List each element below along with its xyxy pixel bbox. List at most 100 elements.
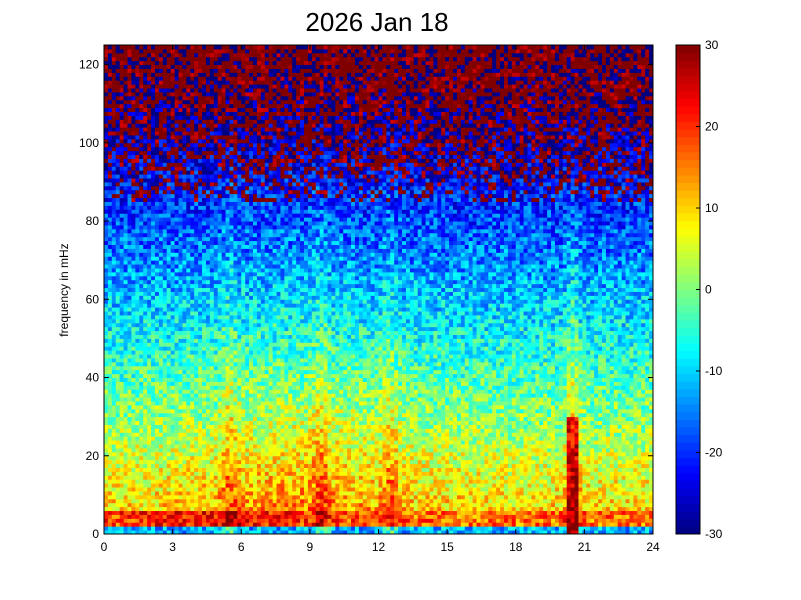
- heatmap-cell: [170, 287, 176, 292]
- heatmap-cell: [190, 330, 195, 335]
- heatmap-cell: [233, 131, 238, 136]
- heatmap-cell: [123, 369, 129, 375]
- heatmap-cell: [256, 283, 262, 289]
- heatmap-cell: [194, 213, 199, 218]
- heatmap-cell: [194, 275, 199, 281]
- heatmap-cell: [229, 232, 234, 238]
- heatmap-cell: [139, 84, 144, 89]
- heatmap-cell: [186, 373, 191, 379]
- heatmap-cell: [182, 256, 187, 261]
- heatmap-cell: [131, 228, 136, 234]
- heatmap-cell: [170, 123, 176, 128]
- heatmap-cell: [107, 322, 113, 328]
- heatmap-cell: [143, 248, 148, 253]
- heatmap-cell: [213, 436, 219, 441]
- heatmap-cell: [135, 174, 140, 179]
- heatmap-cell: [107, 291, 113, 296]
- heatmap-cell: [123, 389, 129, 394]
- heatmap-cell: [174, 150, 180, 156]
- heatmap-cell: [225, 256, 230, 261]
- heatmap-cell: [182, 471, 187, 476]
- heatmap-cell: [194, 103, 199, 109]
- heatmap-cell: [166, 385, 172, 390]
- heatmap-cell: [107, 408, 113, 414]
- heatmap-cell: [209, 52, 215, 58]
- heatmap-cell: [166, 232, 172, 238]
- heatmap-cell: [186, 275, 191, 281]
- heatmap-cell: [190, 287, 195, 292]
- heatmap-cell: [143, 526, 148, 531]
- heatmap-cell: [111, 256, 117, 261]
- heatmap-cell: [174, 221, 180, 226]
- heatmap-cell: [198, 361, 203, 367]
- heatmap-cell: [127, 428, 132, 433]
- heatmap-cell: [111, 174, 117, 179]
- heatmap-cell: [241, 428, 246, 433]
- heatmap-cell: [241, 490, 246, 496]
- heatmap-cell: [166, 138, 172, 144]
- heatmap-cell: [178, 530, 183, 535]
- heatmap-cell: [115, 510, 121, 515]
- heatmap-cell: [237, 193, 242, 199]
- heatmap-cell: [139, 432, 144, 437]
- heatmap-cell: [135, 103, 140, 109]
- heatmap-cell: [131, 119, 136, 124]
- heatmap-cell: [104, 408, 109, 414]
- heatmap-cell: [205, 463, 211, 468]
- heatmap-cell: [182, 201, 187, 206]
- heatmap-cell: [162, 185, 168, 191]
- heatmap-cell: [245, 60, 250, 66]
- heatmap-cell: [198, 209, 203, 214]
- heatmap-cell: [186, 498, 191, 504]
- heatmap-cell: [182, 334, 187, 339]
- heatmap-cell: [253, 463, 258, 468]
- heatmap-cell: [119, 311, 125, 316]
- heatmap-cell: [256, 197, 262, 202]
- heatmap-cell: [166, 244, 172, 249]
- heatmap-cell: [249, 91, 254, 97]
- heatmap-cell: [143, 416, 148, 422]
- heatmap-cell: [170, 68, 176, 73]
- heatmap-cell: [202, 72, 207, 77]
- heatmap-cell: [221, 467, 227, 472]
- heatmap-cell: [143, 279, 148, 285]
- heatmap-cell: [190, 45, 195, 50]
- heatmap-cell: [202, 48, 207, 54]
- heatmap-cell: [190, 252, 195, 257]
- heatmap-cell: [158, 248, 164, 253]
- heatmap-cell: [162, 221, 168, 226]
- heatmap-cell: [107, 119, 113, 124]
- heatmap-cell: [253, 80, 258, 85]
- heatmap-cell: [158, 447, 164, 453]
- heatmap-cell: [158, 498, 164, 504]
- heatmap-cell: [205, 311, 211, 316]
- heatmap-cell: [115, 150, 121, 156]
- heatmap-cell: [170, 84, 176, 89]
- heatmap-cell: [151, 275, 156, 281]
- heatmap-cell: [111, 279, 117, 285]
- heatmap-cell: [151, 64, 156, 69]
- heatmap-cell: [241, 510, 246, 515]
- heatmap-cell: [111, 479, 117, 484]
- heatmap-cell: [107, 256, 113, 261]
- heatmap-cell: [162, 393, 168, 398]
- heatmap-cell: [147, 451, 152, 457]
- heatmap-cell: [166, 530, 172, 535]
- heatmap-cell: [123, 256, 129, 261]
- heatmap-cell: [202, 471, 207, 476]
- heatmap-cell: [205, 404, 211, 410]
- heatmap-cell: [151, 436, 156, 441]
- heatmap-cell: [229, 150, 234, 156]
- heatmap-cell: [162, 522, 168, 527]
- heatmap-cell: [135, 181, 140, 187]
- heatmap-cell: [217, 248, 223, 253]
- heatmap-cell: [104, 291, 109, 296]
- heatmap-cell: [127, 330, 132, 335]
- heatmap-cell: [127, 201, 132, 206]
- heatmap-cell: [147, 420, 152, 425]
- heatmap-cell: [158, 150, 164, 156]
- heatmap-cell: [233, 166, 238, 171]
- heatmap-cell: [119, 307, 125, 312]
- heatmap-cell: [162, 232, 168, 238]
- heatmap-cell: [123, 451, 129, 457]
